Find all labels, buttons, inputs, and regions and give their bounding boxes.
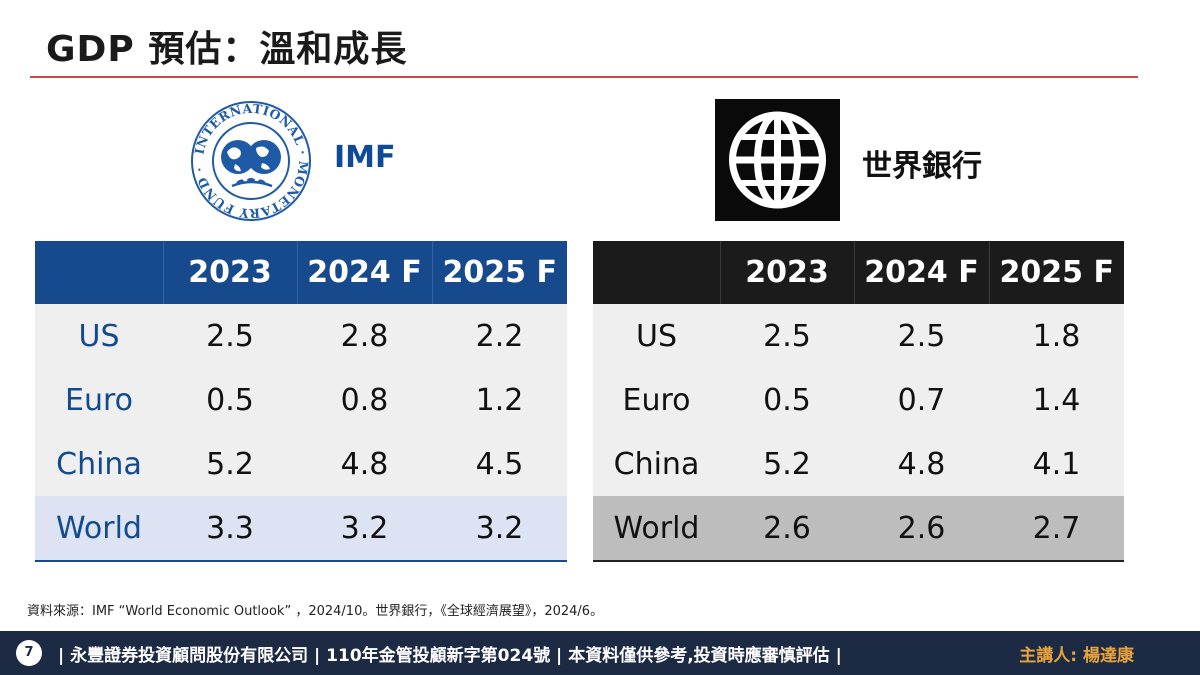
value-cell: 5.2 xyxy=(163,432,297,496)
value-cell: 4.1 xyxy=(989,432,1124,496)
imf-label: IMF xyxy=(334,140,396,175)
value-cell: 0.5 xyxy=(163,368,297,432)
value-cell: 3.3 xyxy=(163,496,297,561)
value-cell: 0.5 xyxy=(720,368,854,432)
table-row: World 3.3 3.2 3.2 xyxy=(35,496,567,561)
value-cell: 1.8 xyxy=(989,304,1124,368)
table-row: China 5.2 4.8 4.1 xyxy=(593,432,1124,496)
page-number: 7 xyxy=(16,640,42,666)
header-cell xyxy=(593,241,720,304)
disclaimer-text: | 永豐證券投資顧問股份有限公司 | 110年金管投顧新字第024號 | 本資料… xyxy=(58,646,842,666)
header-cell: 2023 xyxy=(719,241,854,304)
value-cell: 4.5 xyxy=(432,432,567,496)
country-cell: World xyxy=(593,496,720,561)
table-row: Euro 0.5 0.8 1.2 xyxy=(35,368,567,432)
page-title: GDP 預估：溫和成長 xyxy=(46,29,408,70)
title-divider xyxy=(30,76,1138,78)
value-cell: 2.8 xyxy=(297,304,432,368)
country-cell: US xyxy=(593,304,720,368)
value-cell: 2.2 xyxy=(432,304,567,368)
source-note: 資料來源：IMF “World Economic Outlook” ，2024/… xyxy=(27,604,604,619)
imf-seal-icon: INTERNATIONAL · MONETARY FUND · xyxy=(191,101,311,221)
table-row: US 2.5 2.5 1.8 xyxy=(593,304,1124,368)
world-bank-gdp-table: 2023 2024 F 2025 F US 2.5 2.5 1.8 Euro 0… xyxy=(593,241,1124,562)
table-row: China 5.2 4.8 4.5 xyxy=(35,432,567,496)
globe-icon xyxy=(729,111,826,209)
value-cell: 3.2 xyxy=(432,496,567,561)
value-cell: 2.5 xyxy=(854,304,989,368)
table-header-row: 2023 2024 F 2025 F xyxy=(35,241,567,304)
presenter-name: 主講人: 楊達康 xyxy=(1019,646,1134,666)
footer-bar: 7 | 永豐證券投資顧問股份有限公司 | 110年金管投顧新字第024號 | 本… xyxy=(0,631,1200,675)
value-cell: 5.2 xyxy=(720,432,854,496)
country-cell: World xyxy=(35,496,163,561)
value-cell: 1.4 xyxy=(989,368,1124,432)
country-cell: China xyxy=(35,432,163,496)
world-bank-label: 世界銀行 xyxy=(862,149,982,184)
value-cell: 4.8 xyxy=(297,432,432,496)
country-cell: US xyxy=(35,304,163,368)
value-cell: 0.8 xyxy=(297,368,432,432)
header-cell: 2025 F xyxy=(988,241,1124,304)
header-cell: 2023 xyxy=(162,241,297,304)
table-row: US 2.5 2.8 2.2 xyxy=(35,304,567,368)
table-header-row: 2023 2024 F 2025 F xyxy=(593,241,1124,304)
header-cell xyxy=(35,241,163,304)
value-cell: 2.5 xyxy=(720,304,854,368)
value-cell: 4.8 xyxy=(854,432,989,496)
value-cell: 3.2 xyxy=(297,496,432,561)
value-cell: 2.5 xyxy=(163,304,297,368)
value-cell: 2.7 xyxy=(989,496,1124,561)
country-cell: Euro xyxy=(35,368,163,432)
table-row: World 2.6 2.6 2.7 xyxy=(593,496,1124,561)
header-cell: 2025 F xyxy=(431,241,567,304)
imf-gdp-table: 2023 2024 F 2025 F US 2.5 2.8 2.2 Euro 0… xyxy=(35,241,567,562)
country-cell: China xyxy=(593,432,720,496)
value-cell: 2.6 xyxy=(854,496,989,561)
value-cell: 1.2 xyxy=(432,368,567,432)
world-bank-logo xyxy=(715,99,840,221)
table-row: Euro 0.5 0.7 1.4 xyxy=(593,368,1124,432)
value-cell: 2.6 xyxy=(720,496,854,561)
header-cell: 2024 F xyxy=(853,241,989,304)
country-cell: Euro xyxy=(593,368,720,432)
header-cell: 2024 F xyxy=(296,241,432,304)
value-cell: 0.7 xyxy=(854,368,989,432)
